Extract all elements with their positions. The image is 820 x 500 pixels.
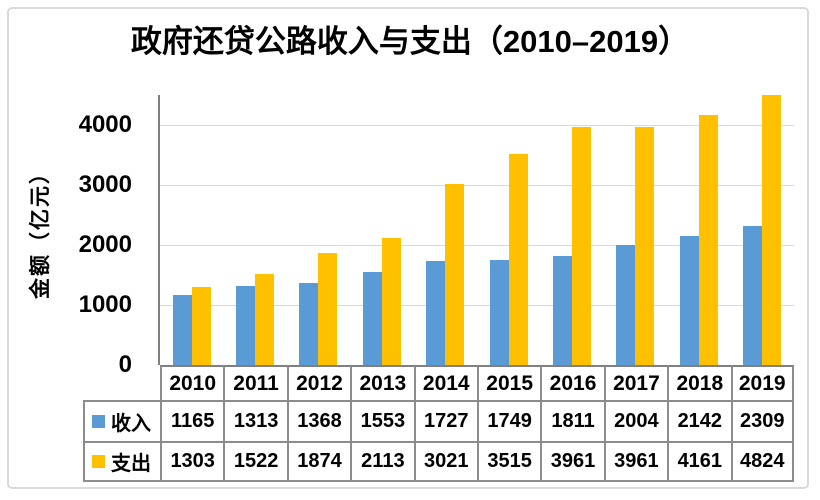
y-tick-label: 4000	[78, 111, 132, 138]
plot-area	[158, 95, 794, 365]
value-cell: 3021	[413, 441, 477, 482]
expense-bar	[698, 115, 718, 365]
chart-title: 政府还贷公路收入与支出（2010–2019）	[130, 24, 690, 59]
year-cell: 2015	[476, 365, 541, 400]
year-cell: 2011	[223, 365, 287, 400]
expense-bar	[255, 273, 275, 365]
table-corner-blank	[83, 365, 160, 400]
value-cell: 1727	[413, 400, 477, 441]
income-bar	[426, 261, 446, 365]
bar-group-2019	[731, 95, 794, 365]
figure-border	[7, 7, 809, 489]
income-bar	[236, 286, 256, 365]
value-cell: 1811	[540, 400, 604, 441]
value-cell: 3515	[476, 441, 541, 482]
value-cell: 3961	[540, 441, 604, 482]
gridline	[160, 124, 794, 126]
expense-legend-swatch	[92, 455, 105, 468]
bar-group-2011	[223, 95, 286, 365]
year-cell: 2012	[286, 365, 351, 400]
year-cell: 2014	[413, 365, 477, 400]
bar-group-2013	[350, 95, 413, 365]
y-tick-label: 0	[118, 351, 132, 378]
bar-group-2018	[667, 95, 730, 365]
legend-cell-expense: 支出	[83, 441, 160, 482]
y-tick-label: 2000	[78, 231, 132, 258]
income-bar	[362, 271, 382, 365]
bar-group-2016	[540, 95, 603, 365]
gridline	[160, 304, 794, 306]
bar-group-2012	[287, 95, 350, 365]
income-bar	[553, 256, 573, 365]
value-cell: 2113	[350, 441, 414, 482]
gridline	[160, 184, 794, 186]
bar-group-2015	[477, 95, 540, 365]
legend-label: 收入	[111, 413, 151, 435]
bar-group-2014	[414, 95, 477, 365]
value-cell: 1368	[286, 400, 351, 441]
value-cell: 2309	[730, 400, 794, 441]
legend-label: 支出	[111, 453, 151, 475]
expense-bar	[508, 154, 528, 365]
bar-group-2010	[160, 95, 223, 365]
expense-bar	[635, 127, 655, 365]
income-bar	[616, 244, 636, 365]
income-bar	[489, 260, 509, 365]
expense-bar	[381, 238, 401, 365]
year-cell: 2013	[350, 365, 414, 400]
value-cell: 1749	[476, 400, 541, 441]
expense-bar	[191, 286, 211, 365]
value-cell: 2004	[603, 400, 668, 441]
value-cell: 1874	[286, 441, 351, 482]
y-tick-labels: 0 1000 2000 3000 4000	[0, 95, 146, 378]
income-legend-swatch	[92, 415, 105, 428]
expense-bar	[572, 127, 592, 365]
value-cell: 1522	[223, 441, 287, 482]
value-cell: 4824	[730, 441, 794, 482]
year-cell: 2019	[730, 365, 794, 400]
year-cell: 2010	[160, 365, 224, 400]
value-cell: 3961	[603, 441, 668, 482]
expense-bar	[445, 183, 465, 365]
bar-group-2017	[604, 95, 667, 365]
gridline	[160, 244, 794, 246]
value-cell: 1303	[160, 441, 224, 482]
income-bar	[679, 236, 699, 365]
expense-bar	[762, 95, 782, 365]
value-cell: 1553	[350, 400, 414, 441]
value-cell: 1165	[160, 400, 224, 441]
expense-bar	[318, 252, 338, 365]
value-cell: 1313	[223, 400, 287, 441]
value-cell: 2142	[667, 400, 731, 441]
data-table: 2010 2011 2012 2013 2014 2015 2016 2017 2018 2019…	[83, 365, 794, 482]
income-bar	[743, 226, 763, 365]
income-bar	[299, 282, 319, 365]
value-cell: 4161	[667, 441, 731, 482]
y-tick-label: 3000	[78, 171, 132, 198]
year-cell: 2016	[540, 365, 604, 400]
y-tick-label: 1000	[78, 291, 132, 318]
legend-cell-income: 收入	[83, 400, 160, 441]
year-cell: 2017	[603, 365, 668, 400]
year-cell: 2018	[667, 365, 731, 400]
income-bar	[172, 295, 192, 365]
